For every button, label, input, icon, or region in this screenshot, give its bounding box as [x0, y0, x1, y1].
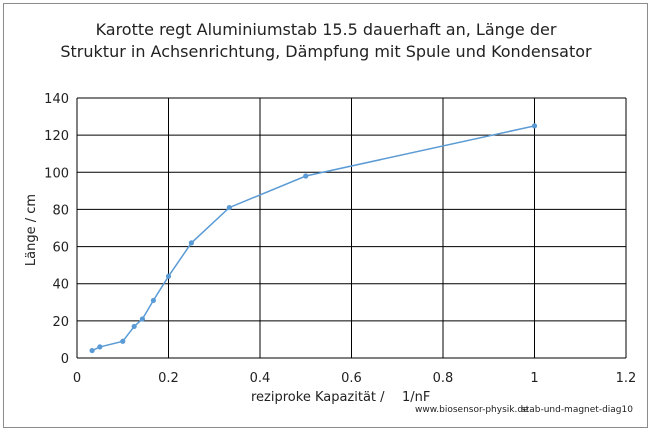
y-tick-labels: 0 20 40 60 80 100 120 140	[44, 92, 69, 367]
data-point	[188, 240, 194, 246]
y-axis-label: Länge / cm	[24, 194, 39, 266]
y-tick-label: 100	[44, 166, 69, 181]
x-tick-label: 0	[73, 371, 81, 386]
x-tick-label: 1	[530, 371, 538, 386]
x-tick-label: 0.6	[341, 371, 362, 386]
footer-diagram-id: stab-und-magnet-diag10	[521, 405, 633, 415]
y-tick-label: 0	[61, 352, 69, 367]
chart-title-line-2: Struktur in Achsenrichtung, Dämpfung mit…	[60, 42, 592, 61]
data-point	[531, 123, 538, 129]
data-point	[139, 316, 146, 322]
chart-frame: Karotte regt Aluminiumstab 15.5 dauerhaf…	[3, 3, 648, 428]
data-point	[150, 297, 157, 304]
data-point	[97, 344, 103, 350]
data-point	[131, 323, 137, 330]
series-line	[91, 125, 535, 352]
data-point	[303, 173, 309, 179]
grid	[76, 97, 627, 359]
data-point	[120, 338, 126, 344]
data-point	[165, 273, 172, 279]
chart-title-line-1: Karotte regt Aluminiumstab 15.5 dauerhaf…	[96, 20, 557, 39]
y-tick-label: 80	[52, 203, 69, 218]
x-tick-label: 0.4	[250, 371, 271, 386]
x-tick-label: 1.2	[616, 371, 637, 386]
data-point	[89, 347, 95, 354]
y-tick-label: 120	[44, 129, 69, 144]
series-layer	[89, 123, 538, 354]
y-tick-label: 140	[44, 92, 69, 107]
x-tick-labels: 0 0.2 0.4 0.6 0.8 1 1.2	[73, 371, 636, 386]
y-tick-label: 20	[52, 315, 69, 330]
footer-site: www.biosensor-physik.de	[415, 405, 529, 415]
data-point	[226, 204, 232, 211]
y-tick-label: 60	[52, 241, 69, 256]
y-tick-label: 40	[52, 278, 69, 293]
x-tick-label: 0.2	[158, 371, 179, 386]
x-axis-unit: 1/nF	[402, 390, 430, 405]
x-tick-label: 0.8	[433, 371, 454, 386]
x-axis-label: reziproke Kapazität /	[251, 390, 385, 405]
chart-svg: Karotte regt Aluminiumstab 15.5 dauerhaf…	[24, 20, 636, 415]
